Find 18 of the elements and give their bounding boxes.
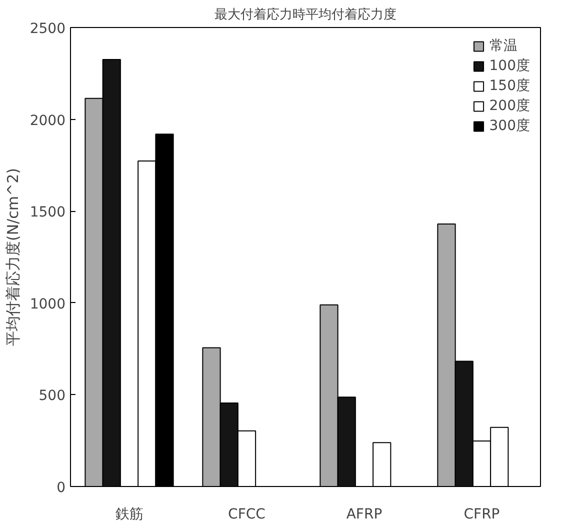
x-tick-label: AFRP — [346, 506, 382, 522]
x-tick-label: 鉄筋 — [115, 506, 144, 522]
legend-label: 200度 — [489, 97, 530, 115]
y-tick-label: 500 — [38, 388, 66, 404]
y-tick-label: 2000 — [30, 112, 66, 129]
y-tick-label: 1500 — [30, 204, 66, 221]
y-tick-label: 2500 — [30, 21, 66, 37]
legend-label: 常温 — [489, 37, 518, 55]
y-axis-title: 平均付着応力度(N/cm^2) — [4, 168, 22, 346]
legend-label: 300度 — [489, 117, 530, 135]
chart-title: 最大付着応力時平均付着応力度 — [214, 6, 396, 22]
bar — [372, 442, 392, 486]
legend-label: 150度 — [489, 77, 530, 95]
y-tick-label: 1000 — [30, 296, 66, 312]
y-tick-label: 0 — [56, 480, 66, 496]
legend-label: 100度 — [489, 57, 530, 75]
x-tick-label: CFRP — [464, 506, 500, 522]
x-tick-label: CFCC — [228, 506, 266, 522]
